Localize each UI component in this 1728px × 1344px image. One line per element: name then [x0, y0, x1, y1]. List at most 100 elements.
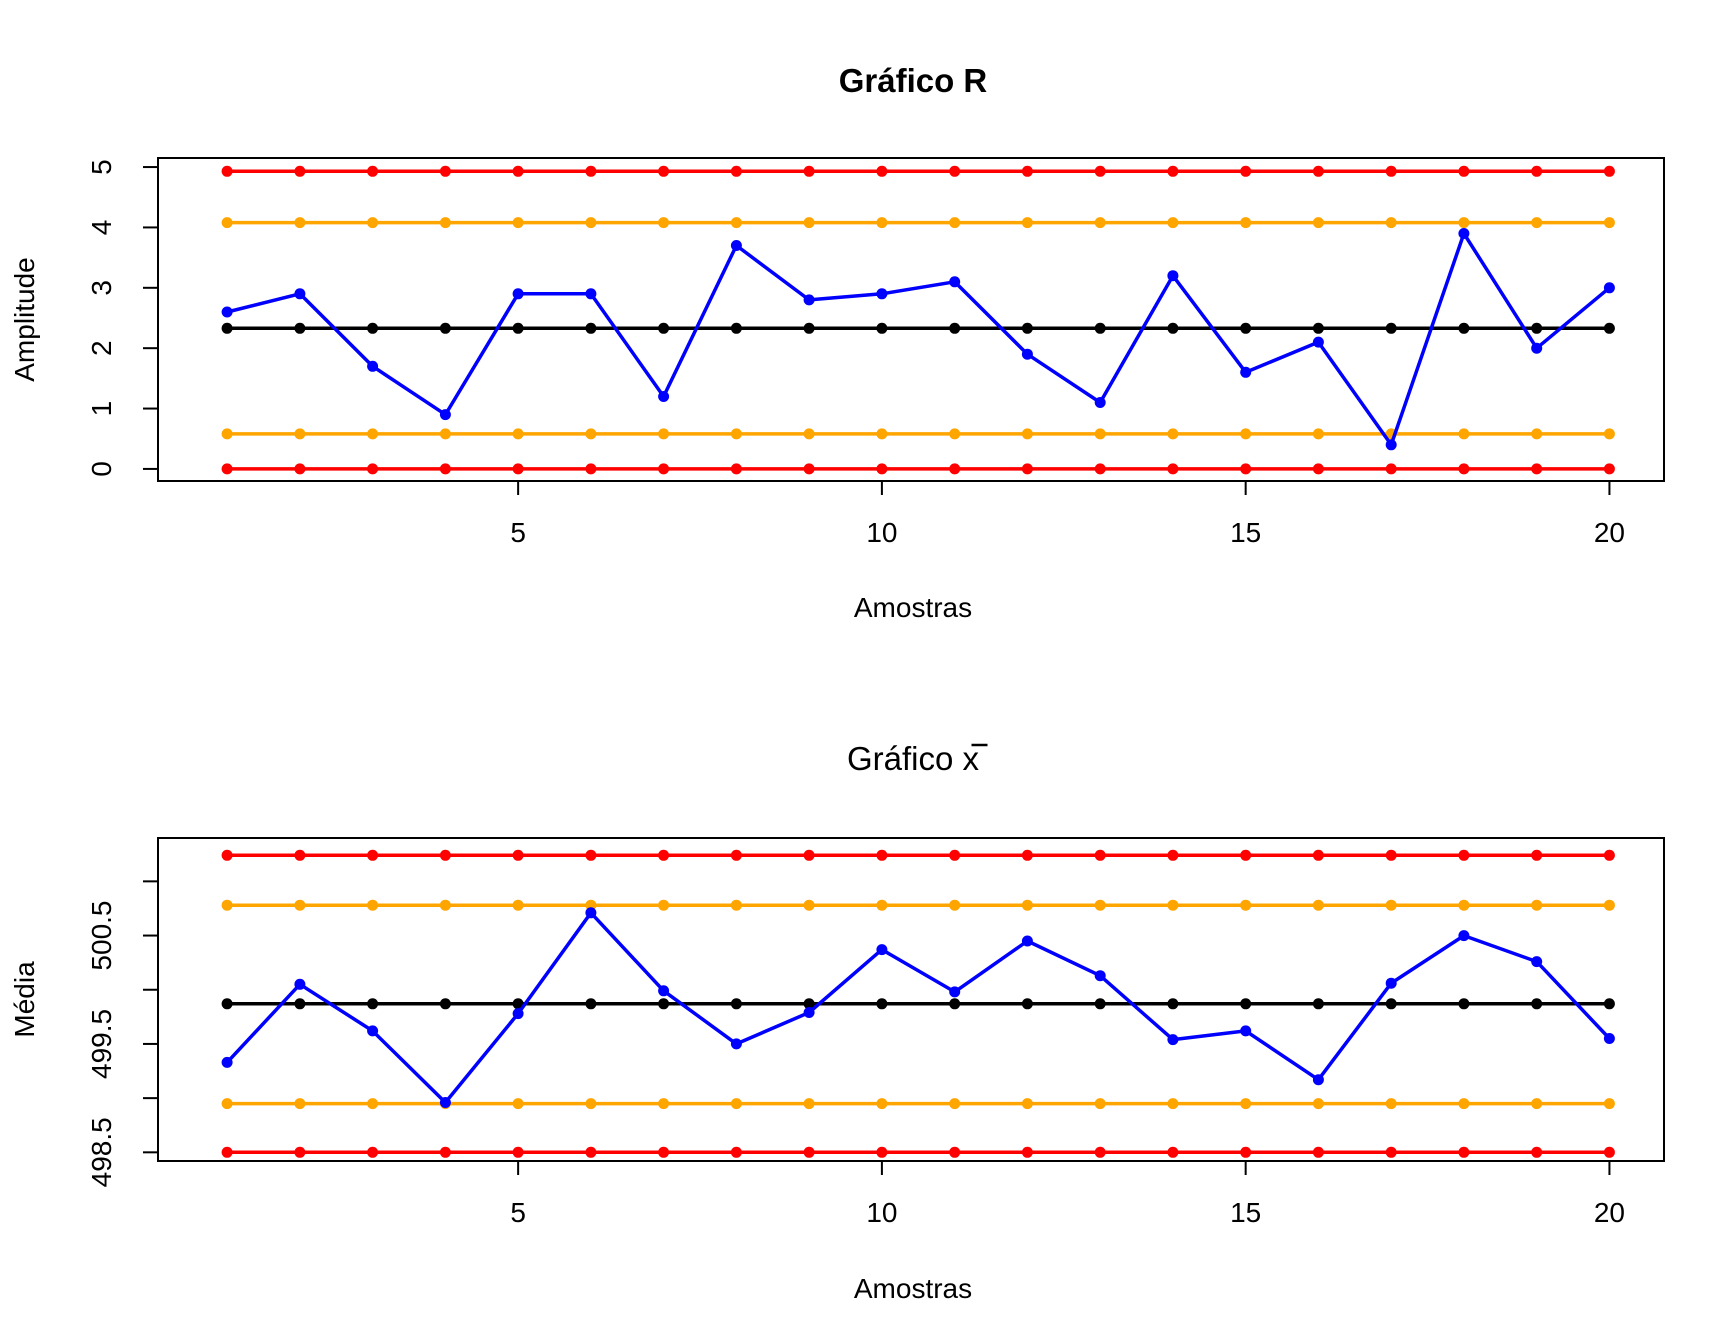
data-point	[1167, 1034, 1179, 1046]
data-point	[949, 276, 961, 288]
data-point	[1385, 899, 1397, 911]
data-point	[512, 165, 524, 177]
series-lic-2-sigma	[221, 1098, 1615, 1110]
series-lsc-2-sigma	[221, 217, 1615, 229]
data-point	[658, 322, 670, 334]
x-tick-label: 15	[1230, 1197, 1261, 1228]
data-point	[1603, 322, 1615, 334]
data-point	[1385, 1146, 1397, 1158]
data-point	[658, 1098, 670, 1110]
data-point	[1458, 428, 1470, 440]
data-point	[367, 463, 379, 475]
data-point	[585, 217, 597, 229]
data-point	[294, 217, 306, 229]
data-point	[1240, 1146, 1252, 1158]
data-point	[439, 849, 451, 861]
data-point	[1021, 1098, 1033, 1110]
data-point	[512, 322, 524, 334]
data-point	[1531, 342, 1543, 354]
data-point	[658, 899, 670, 911]
data-point	[949, 463, 961, 475]
data-point	[294, 978, 306, 990]
data-point	[1603, 165, 1615, 177]
data-point	[367, 322, 379, 334]
data-point	[1603, 849, 1615, 861]
data-point	[1094, 165, 1106, 177]
data-point	[876, 428, 888, 440]
data-point	[1531, 217, 1543, 229]
data-point	[1312, 336, 1324, 348]
data-point	[221, 322, 233, 334]
data-point	[439, 428, 451, 440]
data-point	[512, 1146, 524, 1158]
data-point	[1094, 397, 1106, 408]
data-point	[1094, 428, 1106, 440]
data-point	[367, 428, 379, 440]
data-point	[221, 217, 233, 229]
data-point	[1312, 1098, 1324, 1110]
data-point	[730, 428, 742, 440]
data-point	[585, 849, 597, 861]
data-point	[1458, 463, 1470, 475]
chart-title: Gráfico R	[839, 62, 988, 99]
y-axis-label: Amplitude	[9, 257, 40, 382]
data-point	[221, 306, 233, 318]
data-point	[658, 217, 670, 229]
data-point	[221, 899, 233, 911]
data-point	[730, 217, 742, 229]
data-point	[803, 1098, 815, 1110]
data-point	[803, 165, 815, 177]
data-point	[730, 849, 742, 861]
data-point	[658, 463, 670, 475]
data-point	[585, 463, 597, 475]
series-linha-central	[221, 998, 1615, 1010]
data-point	[585, 288, 597, 300]
data-point	[876, 998, 888, 1010]
data-point	[1021, 849, 1033, 861]
data-point	[1385, 322, 1397, 334]
data-point	[803, 1007, 815, 1018]
data-point	[585, 907, 597, 919]
x-tick-label: 5	[510, 517, 526, 548]
data-point	[1603, 428, 1615, 440]
data-point	[803, 849, 815, 861]
data-point	[585, 428, 597, 440]
data-point	[1240, 463, 1252, 475]
data-point	[949, 986, 961, 998]
data-point	[730, 322, 742, 334]
data-point	[876, 1146, 888, 1158]
data-point	[949, 322, 961, 334]
y-tick-label: 0	[86, 461, 117, 477]
data-point	[221, 463, 233, 475]
data-point	[730, 463, 742, 475]
data-point	[1385, 849, 1397, 861]
data-point	[1021, 165, 1033, 177]
data-point	[1458, 849, 1470, 861]
data-point	[949, 165, 961, 177]
data-point	[294, 998, 306, 1010]
data-point	[730, 1146, 742, 1158]
plot-frame	[157, 837, 1665, 1162]
data-point	[585, 899, 597, 911]
data-point	[1531, 322, 1543, 334]
data-point	[1603, 1146, 1615, 1158]
data-point	[1458, 930, 1470, 942]
data-point	[1312, 899, 1324, 911]
data-point	[658, 391, 670, 402]
x-tick-label: 10	[866, 517, 897, 548]
y-tick-label: 2	[86, 340, 117, 356]
data-point	[1603, 1033, 1615, 1044]
data-point	[1240, 165, 1252, 177]
data-point	[803, 428, 815, 440]
data-point	[1094, 322, 1106, 334]
data-point	[803, 217, 815, 229]
data-point	[658, 428, 670, 440]
chart-title-text: Gráfico	[847, 740, 963, 777]
y-tick-label: 498.5	[86, 1117, 117, 1187]
data-point	[1094, 849, 1106, 861]
data-point	[1021, 217, 1033, 229]
data-point	[949, 899, 961, 911]
data-point	[1531, 956, 1543, 968]
data-point	[730, 998, 742, 1010]
data-point	[730, 165, 742, 177]
